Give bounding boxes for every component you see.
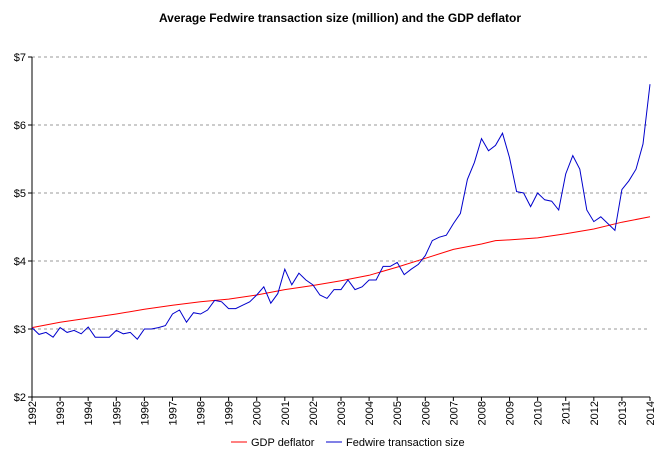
x-tick-labels: 1992 1993 1994 1995 1996 1997 1998 1999 2000 2001…	[27, 401, 657, 425]
series-line-fedwire-transaction-size	[31, 84, 651, 340]
y-tick-label: $2	[14, 392, 26, 404]
x-tick-label: 1996	[139, 401, 151, 425]
x-tick-label: 1993	[55, 401, 67, 425]
legend-label: GDP deflator	[251, 437, 315, 449]
y-tick-label: $6	[14, 120, 26, 132]
axes	[28, 56, 651, 401]
x-tick-label: 1998	[196, 401, 208, 425]
x-tick-label: 2004	[364, 401, 376, 425]
x-tick-label: 2001	[280, 401, 292, 425]
x-tick-label: 2006	[420, 401, 432, 425]
series-lines	[31, 84, 651, 340]
x-tick-label: 1997	[167, 401, 179, 425]
series-line-gdp-deflator	[31, 216, 651, 329]
x-tick-label: 2008	[476, 401, 488, 425]
x-tick-label: 1999	[224, 401, 236, 425]
y-tick-label: $7	[14, 52, 26, 64]
x-tick-label: 2005	[392, 401, 404, 425]
x-tick-label: 1992	[27, 401, 39, 425]
chart-title: Average Fedwire transaction size (millio…	[159, 11, 521, 25]
y-tick-label: $5	[14, 188, 26, 200]
x-tick-label: 2013	[617, 401, 629, 425]
legend-label: Fedwire transaction size	[346, 437, 465, 449]
y-tick-labels: $2 $3 $4 $5 $6 $7	[14, 52, 26, 404]
gridlines	[32, 56, 650, 330]
x-tick-label: 2000	[252, 401, 264, 425]
x-tick-label: 2009	[505, 401, 517, 425]
x-tick-label: 2011	[561, 401, 573, 425]
x-tick-label: 2010	[533, 401, 545, 425]
x-tick-label: 2014	[645, 401, 657, 425]
x-tick-label: 1995	[111, 401, 123, 425]
x-tick-label: 1994	[83, 401, 95, 425]
x-tick-label: 2007	[448, 401, 460, 425]
x-tick-label: 2003	[336, 401, 348, 425]
x-tick-label: 2012	[589, 401, 601, 425]
y-tick-label: $3	[14, 324, 26, 336]
legend: GDP deflator Fedwire transaction size	[231, 437, 465, 449]
y-tick-label: $4	[14, 256, 26, 268]
x-tick-label: 2002	[308, 401, 320, 425]
